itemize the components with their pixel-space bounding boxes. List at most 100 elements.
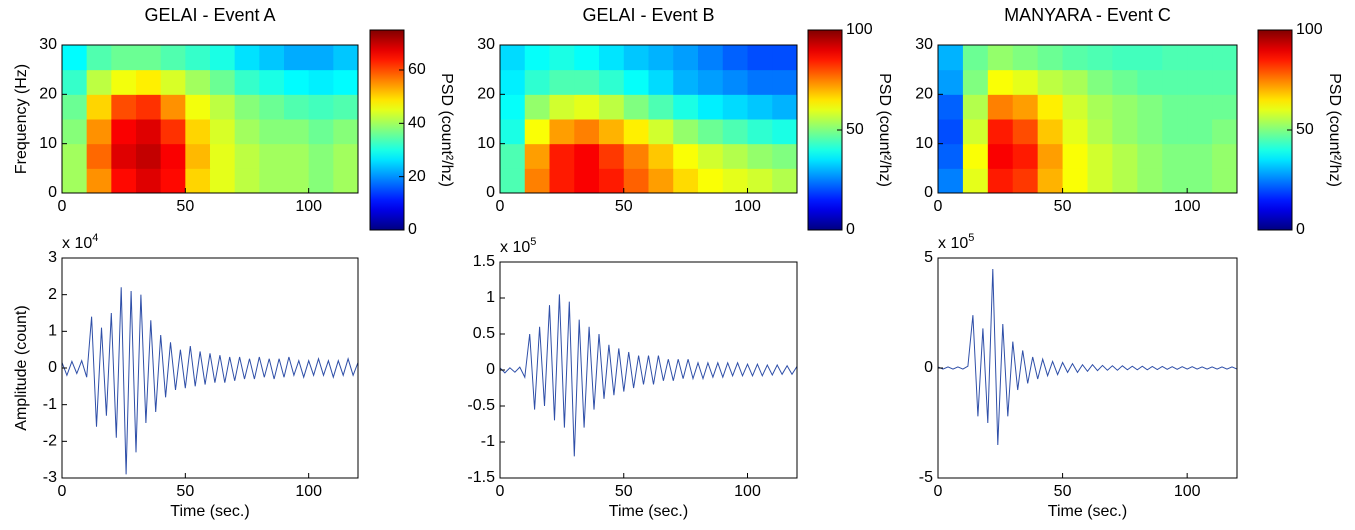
heatmap-cell [1187, 94, 1213, 120]
colorbar [369, 29, 405, 231]
colorbar-tick-label: 0 [408, 221, 417, 238]
y-tick-label: 30 [39, 36, 57, 53]
x-tick-label: 100 [734, 198, 761, 215]
heatmap-cell [1062, 69, 1088, 95]
y-tick-label: 0 [924, 184, 933, 201]
heatmap-cell [698, 69, 724, 95]
heatmap-cell [962, 168, 989, 194]
heatmap-cell [185, 143, 211, 169]
y-tick-label: 5 [924, 249, 933, 266]
heatmap-cell [747, 69, 773, 95]
heatmap-cell [111, 69, 137, 95]
heatmap-cell [1112, 45, 1138, 71]
heatmap-cell [284, 94, 310, 120]
exponent-power: 4 [92, 232, 98, 244]
y-tick-label: -1 [481, 433, 495, 450]
colorbar-tick-label: 50 [1296, 121, 1314, 138]
y-tick-label: 10 [39, 135, 57, 152]
colorbar-tick-label: 0 [1296, 221, 1305, 238]
chart-title: GELAI - Event B [582, 5, 714, 25]
heatmap-cell [1187, 69, 1213, 95]
heatmap-cell [962, 69, 989, 95]
y-tick-label: 30 [477, 36, 495, 53]
colorbar [807, 29, 843, 231]
heatmap-cell [1037, 45, 1064, 71]
heatmap-cell [722, 119, 748, 145]
colorbar-label: PSD (count²/hz) [876, 73, 893, 187]
heatmap-cell [136, 119, 162, 145]
heatmap-cell [698, 94, 724, 120]
heatmap-cell [234, 45, 260, 71]
heatmap-cell [648, 143, 674, 169]
y-axis-label: Amplitude (count) [13, 305, 30, 430]
heatmap-cell [673, 119, 699, 145]
heatmap-cell [136, 143, 162, 169]
axes-frame [61, 257, 359, 479]
axes-frame [937, 257, 1238, 479]
y-tick-label: -5 [919, 469, 933, 486]
x-tick-label: 0 [496, 198, 505, 215]
heatmap-cell [185, 119, 211, 145]
heatmap-cell [747, 143, 773, 169]
x-tick-label: 100 [1174, 198, 1201, 215]
heatmap-cell [1087, 119, 1113, 145]
heatmap-cell [308, 94, 334, 120]
heatmap-cell [623, 143, 649, 169]
exponent-base: x 10 [500, 239, 530, 256]
heatmap-cell [333, 168, 359, 194]
heatmap-cell [160, 69, 186, 95]
heatmap-cell [62, 94, 88, 120]
heatmap-cell [549, 94, 575, 120]
heatmap-cell [673, 143, 699, 169]
heatmap-cell [1112, 94, 1138, 120]
heatmap-cell [938, 94, 964, 120]
heatmap-cell [333, 119, 359, 145]
heatmap-cell [938, 143, 964, 169]
heatmap-cell [623, 69, 649, 95]
heatmap-cell [1087, 94, 1113, 120]
heatmap-cell [772, 94, 798, 120]
colorbar [1257, 29, 1293, 231]
y-tick-label: -0.5 [467, 397, 495, 414]
heatmap-cell [1187, 119, 1213, 145]
heatmap-cell [160, 94, 186, 120]
heatmap-cell [1037, 168, 1064, 194]
heatmap-cell [599, 143, 625, 169]
heatmap-cell [938, 119, 964, 145]
heatmap-cell [86, 119, 112, 145]
heatmap-cell [234, 69, 260, 95]
heatmap-cell [86, 69, 112, 95]
heatmap-cell [160, 45, 186, 71]
x-tick-label: 100 [295, 483, 322, 500]
colorbar-tick-label: 40 [408, 115, 426, 132]
heatmap-cell [772, 119, 798, 145]
heatmap-cell [599, 94, 625, 120]
heatmap-cell [62, 45, 88, 71]
heatmap-cell [698, 168, 724, 194]
heatmap-cell [987, 168, 1014, 194]
heatmap-cell [673, 45, 699, 71]
heatmap-cell [86, 45, 112, 71]
heatmap-cell [962, 143, 989, 169]
y-tick-label: 1.5 [473, 253, 495, 270]
heatmap-cell [549, 119, 575, 145]
heatmap-cell [1012, 168, 1039, 194]
heatmap-cell [185, 94, 211, 120]
y-tick-label: 20 [39, 86, 57, 103]
heatmap-cell [1212, 45, 1238, 71]
x-tick-label: 50 [176, 483, 194, 500]
colorbar-tick-label: 100 [1296, 21, 1323, 38]
heatmap-cell [962, 119, 989, 145]
heatmap-cell [234, 119, 260, 145]
heatmap-cell [136, 45, 162, 71]
chart-title: GELAI - Event A [144, 5, 275, 25]
heatmap-cell [623, 119, 649, 145]
heatmap-cell [234, 94, 260, 120]
heatmap-cell [259, 168, 285, 194]
heatmap-cell [111, 119, 137, 145]
x-axis-label: Time (sec.) [609, 503, 688, 520]
heatmap-cell [698, 143, 724, 169]
heatmap-cell [234, 143, 260, 169]
heatmap-cell [524, 168, 550, 194]
